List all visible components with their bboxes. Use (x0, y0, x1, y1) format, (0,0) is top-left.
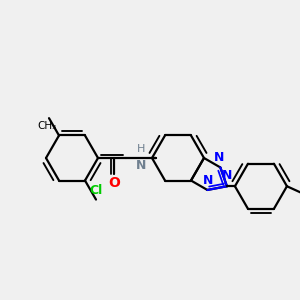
Text: N: N (203, 174, 214, 187)
Text: Cl: Cl (89, 184, 103, 196)
Text: N: N (222, 169, 232, 182)
Text: CH₃: CH₃ (38, 121, 57, 131)
Text: N: N (214, 152, 224, 164)
Text: O: O (108, 176, 120, 190)
Text: H: H (137, 144, 145, 154)
Text: N: N (136, 159, 146, 172)
